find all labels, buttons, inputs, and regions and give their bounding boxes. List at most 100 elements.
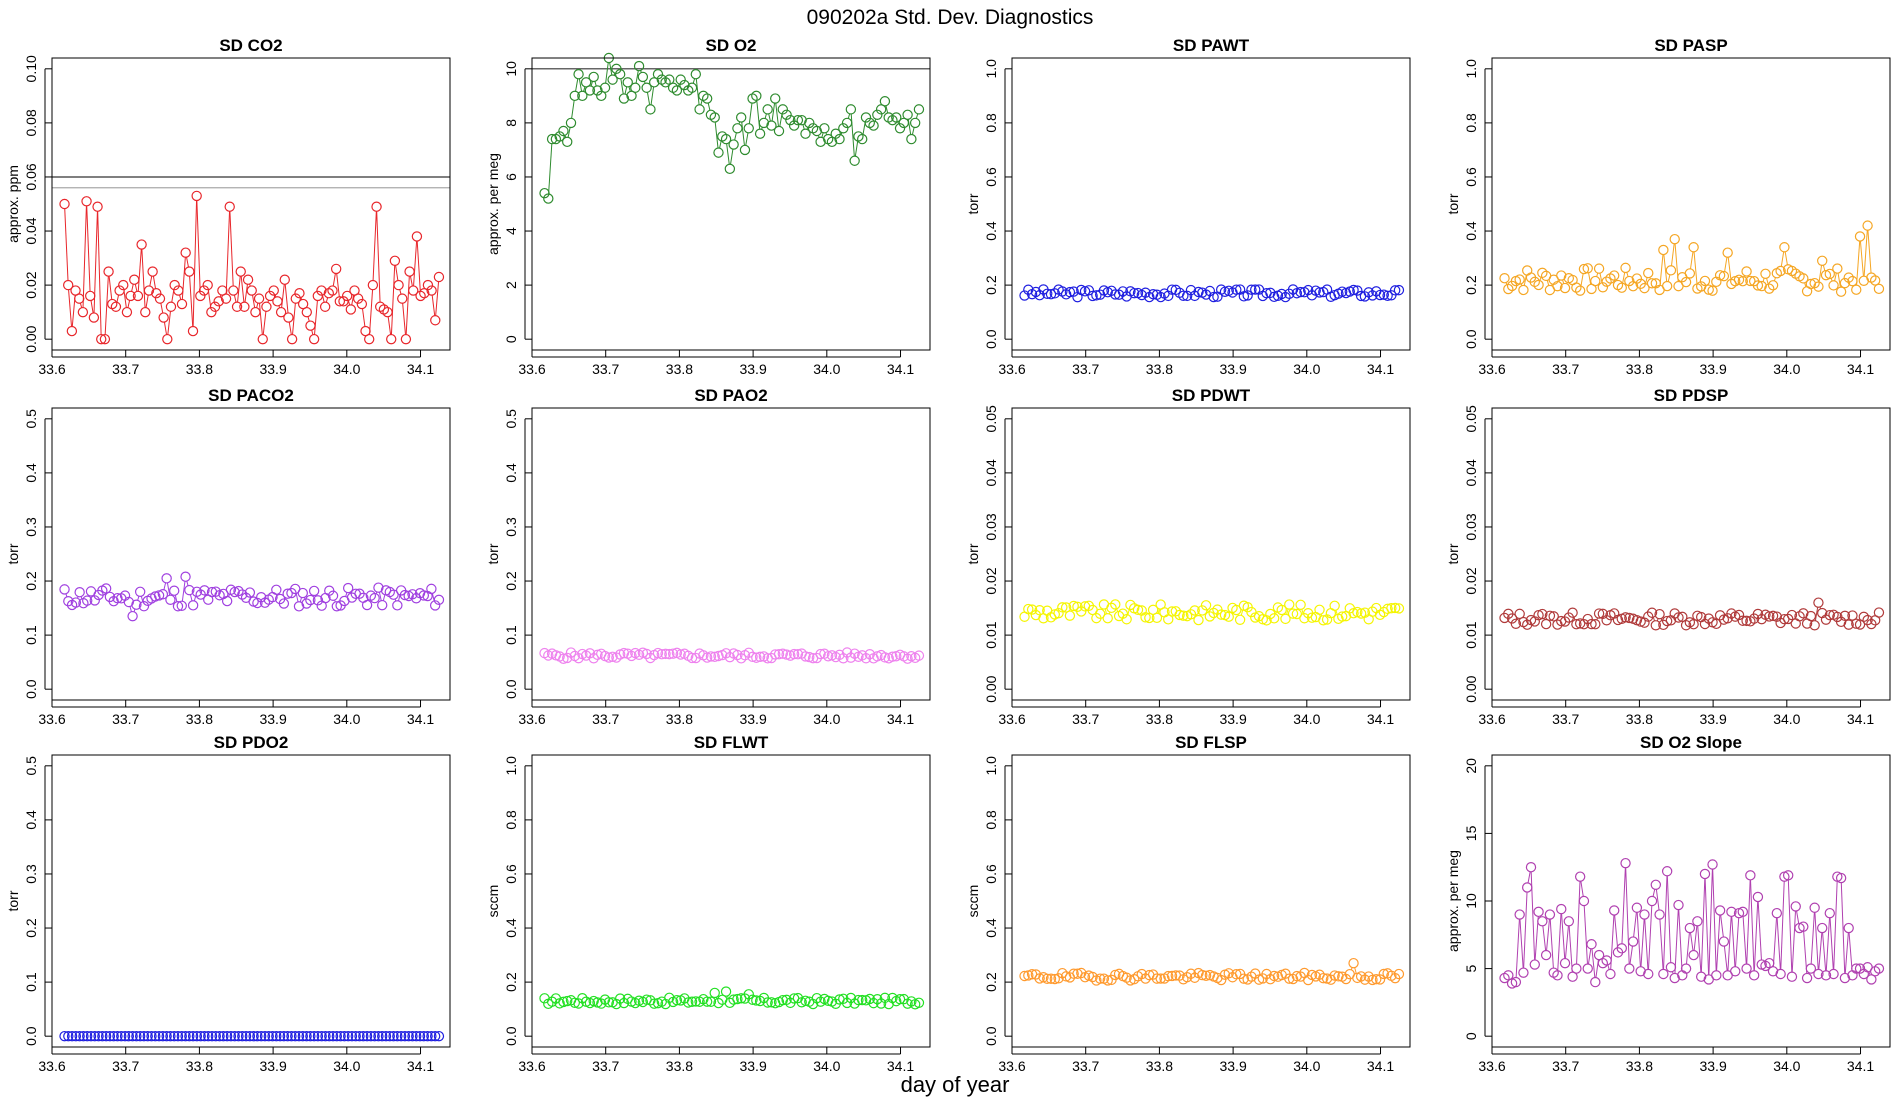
x-tick-label: 34.1 (1367, 711, 1394, 727)
data-point (352, 293, 364, 304)
data-point (1121, 614, 1132, 625)
x-tick-label: 33.9 (259, 711, 286, 727)
data-point (607, 651, 618, 662)
data-point (1231, 969, 1242, 980)
data-point (59, 584, 70, 595)
data-point (1510, 618, 1522, 630)
data-point (1590, 275, 1601, 287)
series-segment (1818, 265, 1823, 283)
y-tick-label: 0.4 (23, 810, 39, 830)
y-axis-label: approx. per meg (485, 153, 501, 255)
data-point (228, 285, 239, 296)
data-point (1571, 619, 1582, 630)
y-tick-label: 8 (503, 119, 519, 127)
data-point (1624, 612, 1635, 624)
data-point (255, 592, 267, 603)
series-segment (1746, 879, 1751, 965)
data-point (1862, 220, 1873, 231)
data-point (645, 995, 656, 1006)
series-segment (163, 582, 167, 590)
data-point (1559, 282, 1571, 294)
x-tick-label: 33.8 (186, 361, 213, 377)
data-point (1737, 906, 1748, 918)
data-point (305, 594, 316, 606)
series-segment (1704, 878, 1710, 975)
series-segment (409, 276, 413, 287)
data-point (1601, 955, 1612, 966)
data-point (743, 123, 754, 134)
series-segment (402, 303, 406, 335)
data-point (244, 587, 256, 598)
data-point (1873, 283, 1885, 295)
data-point (180, 571, 191, 582)
data-point (1718, 270, 1730, 282)
data-point (1851, 963, 1862, 974)
data-point (743, 989, 754, 1000)
series-segment (1652, 617, 1655, 622)
x-tick-label: 33.6 (998, 1058, 1025, 1074)
data-point (229, 586, 240, 598)
data-point (781, 994, 792, 1006)
data-point (1068, 600, 1079, 612)
data-point (705, 996, 717, 1007)
data-point (1620, 857, 1631, 869)
y-axis-label: sccm (485, 885, 501, 918)
data-point (754, 651, 766, 663)
data-point (386, 333, 397, 345)
data-point (1752, 280, 1764, 291)
data-point (286, 333, 298, 345)
series-segment (1867, 230, 1872, 274)
data-point (1820, 970, 1832, 981)
data-point (546, 996, 558, 1007)
series-segment (395, 265, 399, 281)
data-point (290, 293, 301, 304)
data-point (235, 266, 246, 277)
plot-frame (1011, 754, 1411, 1048)
data-point (301, 1030, 312, 1042)
panel-sd-pdsp: SD PDSP 33.6 33.7 33.8 33.9 34.0 34.1 0.00 0.01 0… (1445, 386, 1891, 727)
x-tick-label: 34.1 (887, 361, 914, 377)
data-point (384, 1030, 395, 1042)
data-point (1654, 909, 1665, 920)
data-point (393, 279, 404, 291)
data-point (1639, 909, 1650, 920)
data-point (259, 597, 271, 608)
data-point (400, 333, 412, 345)
series-segment (847, 113, 851, 119)
data-point (157, 1030, 169, 1042)
y-tick-label: 0.02 (983, 567, 999, 594)
data-point (838, 653, 849, 664)
x-tick-label: 33.6 (518, 361, 545, 377)
data-point (543, 193, 554, 204)
series-segment (911, 127, 915, 135)
y-tick-label: 0.2 (503, 571, 519, 591)
y-tick-label: 0.8 (983, 810, 999, 830)
plot-frame (51, 57, 451, 351)
x-tick-label: 33.7 (1072, 711, 1099, 727)
series-segment (390, 265, 396, 335)
data-point (539, 187, 550, 199)
data-point (1280, 291, 1291, 303)
data-point (70, 597, 82, 608)
series-segment (181, 581, 186, 602)
data-point (1155, 291, 1166, 303)
series-segment (707, 102, 711, 111)
data-point (312, 595, 324, 606)
series-segment (1561, 913, 1566, 959)
data-point (433, 1030, 445, 1042)
series-segment (1791, 910, 1796, 973)
x-tick-label: 33.7 (592, 711, 619, 727)
data-point (1578, 619, 1590, 630)
y-tick-label: 1.0 (983, 59, 999, 79)
y-tick-label: 6 (503, 173, 519, 181)
series-segment (1542, 925, 1547, 951)
data-point (331, 601, 343, 612)
data-point (1544, 610, 1556, 621)
data-point (1586, 618, 1597, 630)
data-point (868, 120, 879, 131)
panel-sd-pdwt: SD PDWT 33.6 33.7 33.8 33.9 34.0 34.1 0.00 0.01 0… (965, 386, 1411, 727)
data-point (713, 997, 724, 1009)
series-segment (186, 581, 189, 586)
data-point (1102, 612, 1113, 624)
y-axis-label: torr (1445, 193, 1461, 214)
